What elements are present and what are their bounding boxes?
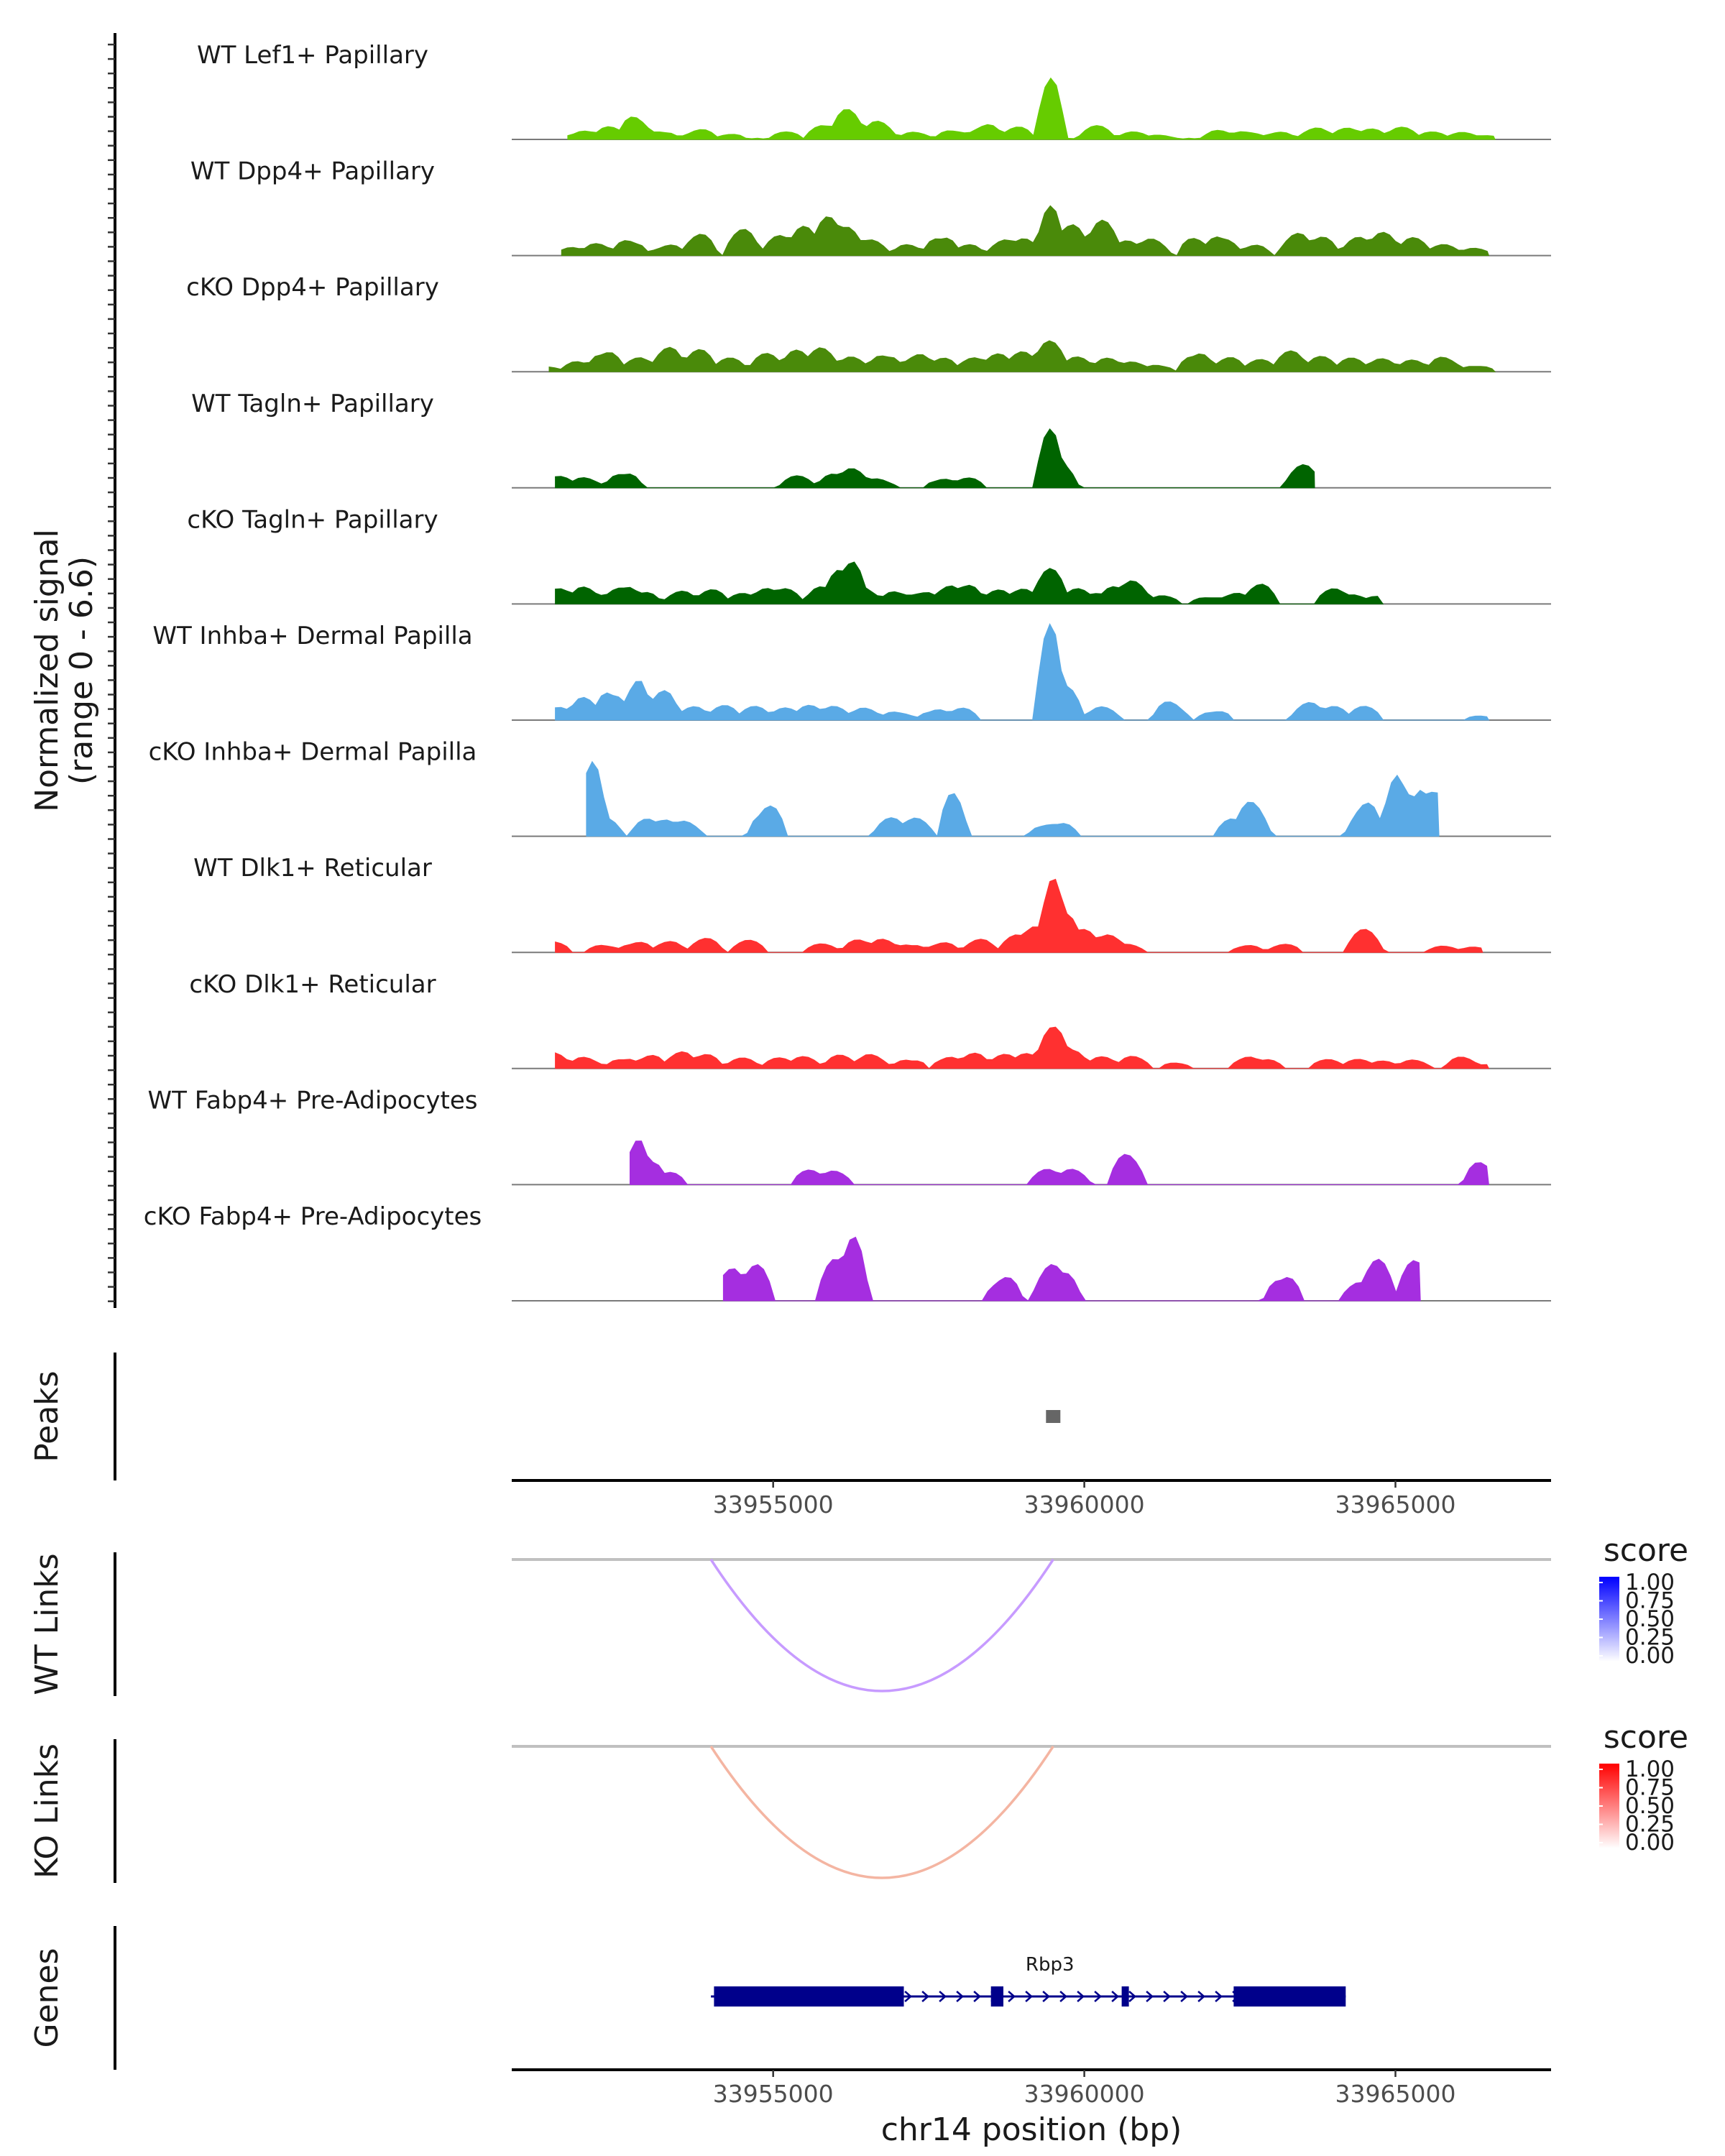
strand-arrow bbox=[1077, 1991, 1085, 2002]
legend-tick-label: 0.00 bbox=[1625, 1643, 1675, 1669]
x-axis-label: chr14 position (bp) bbox=[881, 2111, 1182, 2148]
coverage-range-label: (range 0 - 6.6) bbox=[63, 556, 100, 785]
coverage-ylabel: Normalized signal bbox=[29, 529, 65, 812]
legend-title: score bbox=[1604, 1532, 1688, 1569]
peak-regions bbox=[1046, 1410, 1061, 1423]
strand-arrow bbox=[1008, 1991, 1016, 2002]
coverage-area bbox=[555, 1026, 1490, 1069]
strand-arrow bbox=[1111, 1991, 1119, 2002]
coverage-area bbox=[630, 1141, 1489, 1185]
track-label: cKO Fabp4+ Pre-Adipocytes bbox=[144, 1202, 482, 1231]
gene-exon bbox=[1121, 1986, 1129, 2007]
links-panel-label: KO Links bbox=[29, 1743, 65, 1879]
strand-arrow bbox=[1025, 1991, 1033, 2002]
strand-arrow bbox=[1180, 1991, 1188, 2002]
track-label: WT Tagln+ Papillary bbox=[191, 390, 434, 418]
genes-panel-label: Genes bbox=[29, 1948, 65, 2047]
track-label: WT Dlk1+ Reticular bbox=[193, 854, 432, 883]
legend-tick-label: 0.75 bbox=[1625, 1775, 1675, 1801]
x-tick-label: 33960000 bbox=[1024, 2080, 1145, 2108]
coverage-area bbox=[555, 878, 1484, 953]
strand-arrow bbox=[904, 1991, 912, 2002]
track-label: cKO Tagln+ Papillary bbox=[187, 505, 438, 534]
legend-tick-label: 0.25 bbox=[1625, 1812, 1675, 1838]
peaks-panel-label: Peaks bbox=[29, 1370, 65, 1462]
coverage-area bbox=[555, 561, 1384, 604]
gene-name-label: Rbp3 bbox=[1026, 1954, 1075, 1976]
legend-tick-label: 0.25 bbox=[1625, 1625, 1675, 1651]
strand-arrow bbox=[1059, 1991, 1067, 2002]
gene-exon bbox=[714, 1986, 904, 2007]
peak-region bbox=[1046, 1410, 1061, 1423]
gene-exon bbox=[1233, 1986, 1346, 2007]
legend-tick-label: 1.00 bbox=[1625, 1570, 1675, 1595]
legend-title: score bbox=[1604, 1719, 1688, 1756]
track-label: cKO Dpp4+ Papillary bbox=[186, 273, 439, 302]
gene-exon bbox=[990, 1986, 1003, 2007]
legend-tick-label: 0.00 bbox=[1625, 1830, 1675, 1856]
track-label: WT Lef1+ Papillary bbox=[197, 41, 428, 70]
coverage-area bbox=[561, 205, 1490, 257]
legend-tick-label: 0.50 bbox=[1625, 1606, 1675, 1632]
strand-arrow bbox=[956, 1991, 964, 2002]
peaks-x-axis-ticks: 33955000 33960000 33965000 bbox=[713, 1480, 1456, 1519]
link-arc bbox=[709, 1559, 1054, 1692]
x-tick-label: 33965000 bbox=[1335, 2080, 1456, 2108]
gene-models: Rbp3 bbox=[711, 1954, 1346, 2007]
x-tick-label: 33955000 bbox=[713, 2080, 834, 2108]
strand-arrow bbox=[1197, 1991, 1205, 2002]
links-panel-label: WT Links bbox=[29, 1553, 65, 1695]
coverage-area bbox=[722, 1236, 1421, 1302]
track-label: WT Dpp4+ Papillary bbox=[190, 157, 435, 186]
legend-tick-label: 1.00 bbox=[1625, 1756, 1675, 1782]
strand-arrow bbox=[1163, 1991, 1171, 2002]
track-label: cKO Inhba+ Dermal Papilla bbox=[149, 738, 477, 767]
strand-arrow bbox=[973, 1991, 981, 2002]
strand-arrow bbox=[1094, 1991, 1102, 2002]
strand-arrow bbox=[1042, 1991, 1050, 2002]
track-label: WT Fabp4+ Pre-Adipocytes bbox=[148, 1086, 478, 1115]
coverage-area bbox=[555, 623, 1490, 721]
coverage-axis-ticks bbox=[108, 43, 115, 1302]
genes-x-axis-ticks: 33955000 33960000 33965000 bbox=[713, 2070, 1456, 2108]
x-tick-label: 33965000 bbox=[1335, 1491, 1456, 1519]
strand-arrow bbox=[939, 1991, 947, 2002]
strand-arrow bbox=[1146, 1991, 1154, 2002]
strand-arrow bbox=[1128, 1991, 1136, 2002]
x-tick-label: 33955000 bbox=[713, 1491, 834, 1519]
strand-arrow bbox=[1215, 1991, 1223, 2002]
x-tick-label: 33960000 bbox=[1024, 1491, 1145, 1519]
legend-tick-label: 0.50 bbox=[1625, 1793, 1675, 1819]
track-label: cKO Dlk1+ Reticular bbox=[189, 970, 436, 999]
coverage-tracks: WT Lef1+ Papillary WT Dpp4+ Papillary cKO … bbox=[144, 41, 1551, 1302]
legend-tick-label: 0.75 bbox=[1625, 1588, 1675, 1614]
coverage-area bbox=[586, 760, 1440, 837]
link-arc bbox=[709, 1746, 1054, 1879]
coverage-area bbox=[548, 340, 1496, 372]
coverage-area bbox=[567, 77, 1496, 140]
coverage-area bbox=[555, 428, 1315, 489]
strand-arrow bbox=[921, 1991, 929, 2002]
track-label: WT Inhba+ Dermal Papilla bbox=[152, 622, 472, 650]
